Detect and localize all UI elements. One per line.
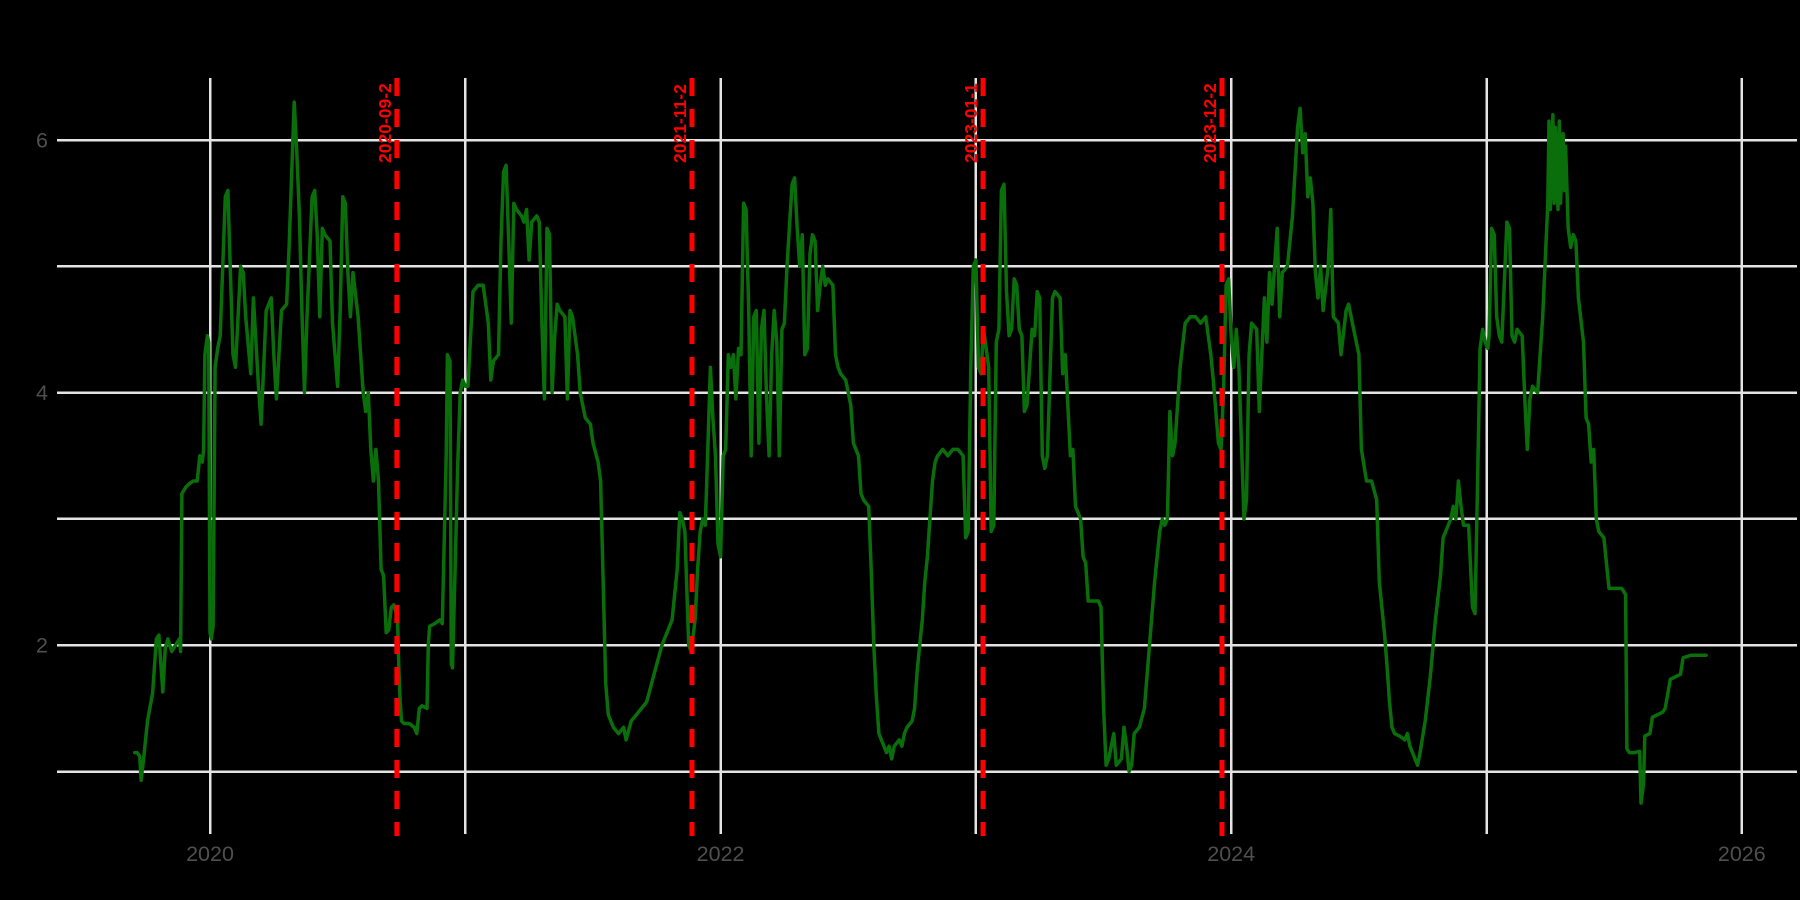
x-tick-label: 2020 <box>186 842 234 866</box>
y-tick-label: 6 <box>36 129 48 153</box>
event-line-label: 2021-11-2 <box>670 84 690 163</box>
data-series-line <box>132 100 1708 805</box>
x-tick-label: 2024 <box>1207 842 1255 866</box>
y-tick-label: 2 <box>36 634 48 658</box>
x-tick-label: 2022 <box>697 842 745 866</box>
x-tick-label: 2026 <box>1718 842 1766 866</box>
event-line-label: 2023-12-2 <box>1200 83 1220 163</box>
event-line-label: 2020-09-2 <box>375 83 395 163</box>
event-layer: 2020-09-2 2021-11-2 2023-01-1 2023-12-2 <box>375 78 1225 836</box>
y-tick-label: 4 <box>36 381 48 405</box>
series-layer <box>132 100 1708 805</box>
event-line-label: 2023-01-1 <box>961 83 981 163</box>
axis-layer: 2020 2022 2024 2026 2 4 6 <box>36 129 1766 867</box>
